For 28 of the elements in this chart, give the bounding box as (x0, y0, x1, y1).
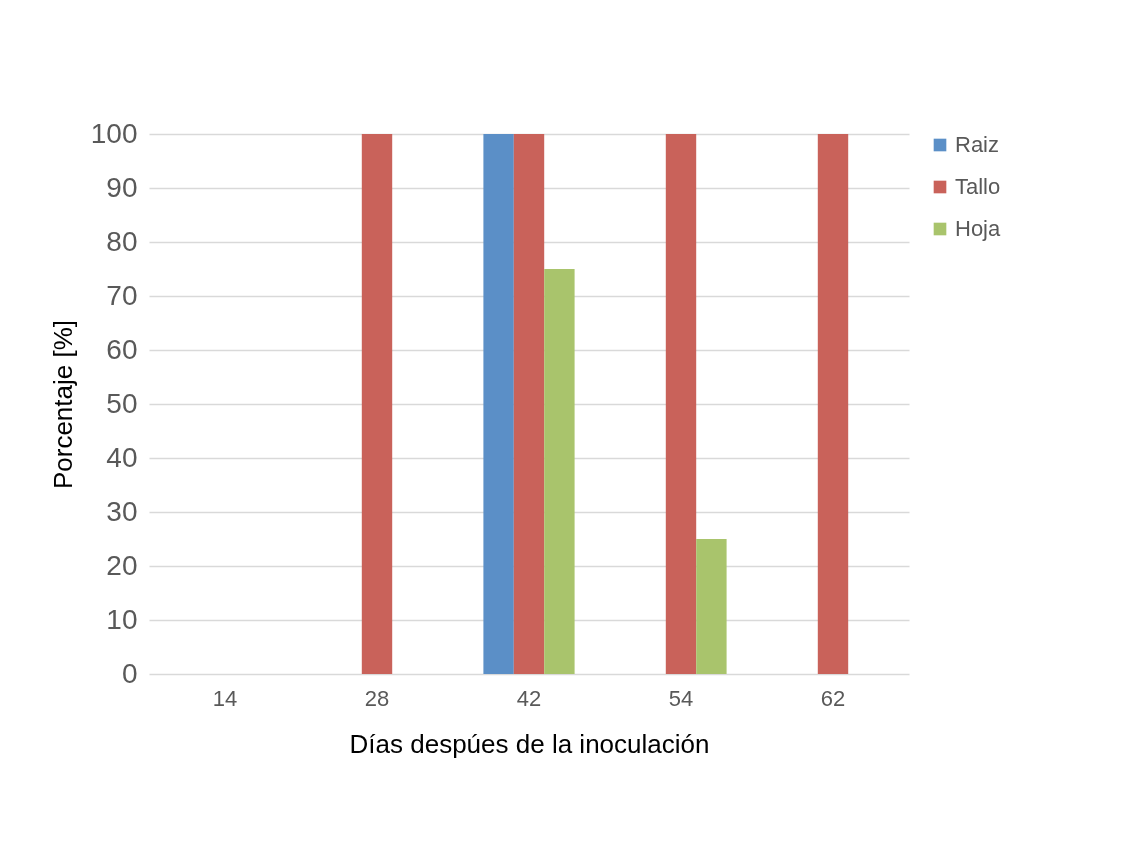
y-tick-label: 70 (106, 279, 138, 311)
bar (817, 134, 849, 674)
bar (483, 134, 514, 674)
x-tick-label: 62 (820, 685, 846, 711)
x-axis-title: Días despúes de la inoculación (349, 728, 710, 759)
x-tick-label: 42 (516, 685, 542, 711)
bar (544, 269, 575, 674)
y-tick-label: 10 (106, 603, 138, 635)
y-tick-label: 100 (90, 117, 138, 149)
y-tick-label: 90 (106, 171, 138, 203)
y-tick-label: 60 (106, 333, 138, 365)
x-tick-label: 54 (668, 685, 694, 711)
y-tick-label: 80 (106, 225, 138, 257)
bar (513, 134, 545, 674)
y-tick-label: 50 (106, 387, 138, 419)
bar (665, 134, 697, 674)
bar (361, 134, 393, 674)
x-tick-label: 28 (364, 685, 390, 711)
y-tick-label: 30 (106, 495, 138, 527)
bar (696, 539, 727, 674)
y-tick-label: 0 (121, 657, 138, 689)
x-tick-label: 14 (212, 685, 238, 711)
y-axis-title: Porcentaje [%] (47, 319, 78, 490)
legend-label: Tallo (955, 174, 1001, 199)
legend-label: Raiz (955, 132, 1000, 157)
y-tick-label: 20 (106, 549, 138, 581)
y-tick-label: 40 (106, 441, 138, 473)
legend-label: Hoja (955, 216, 1002, 241)
